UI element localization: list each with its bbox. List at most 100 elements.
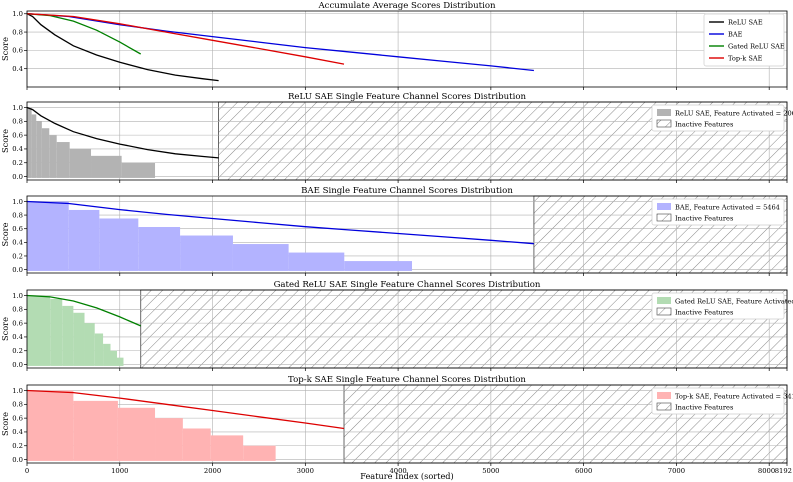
y-tick-label: 1.0 <box>12 104 23 112</box>
legend-box <box>703 13 785 67</box>
x-tick-label: 1000 <box>111 467 128 475</box>
x-tick-label: 5000 <box>482 467 499 475</box>
y-tick-label: 0.0 <box>12 266 23 274</box>
y-tick-label: 0.8 <box>12 306 23 314</box>
step-bar <box>116 357 124 366</box>
y-tick-label: 0.0 <box>12 456 23 464</box>
y-tick-label: 0.0 <box>12 173 23 181</box>
step-bar <box>73 400 118 461</box>
series-line-0 <box>26 13 219 82</box>
step-bar <box>50 298 63 366</box>
legend-label: Top-k SAE <box>728 54 763 62</box>
y-axis-label: Score <box>0 129 10 153</box>
plot-frame <box>26 384 788 464</box>
step-bar <box>27 107 32 178</box>
legend-box <box>651 104 785 132</box>
legend-swatch-inactive <box>656 213 672 222</box>
y-tick-label: 1.0 <box>12 10 23 18</box>
y-tick-label: 0.6 <box>12 414 23 422</box>
y-tick-label: 0.4 <box>12 333 23 341</box>
legend-label-active: Top-k SAE, Feature Activated = 3417 <box>675 392 793 400</box>
plot-frame <box>26 10 788 88</box>
plot-frame <box>26 101 788 181</box>
step-bar <box>69 148 92 178</box>
y-tick-label: 0.4 <box>12 428 23 436</box>
panel-title: BAE Single Feature Channel Scores Distri… <box>301 186 513 196</box>
legend-swatch-active <box>657 109 671 116</box>
score-line <box>26 106 219 159</box>
y-tick-label: 1.0 <box>12 292 23 300</box>
score-line <box>26 389 345 430</box>
legend-label: ReLU SAE <box>728 18 763 26</box>
x-tick-label: 2000 <box>204 467 221 475</box>
legend: ReLU SAE BAE Gated ReLU SAE Top-k SAE <box>703 13 785 67</box>
panel-2: BAE Single Feature Channel Scores Distri… <box>0 186 788 276</box>
legend-label-active: Gated ReLU SAE, Feature Activated = 1226 <box>675 297 793 305</box>
step-bar <box>27 390 74 461</box>
legend-label-inactive: Inactive Features <box>675 308 734 316</box>
y-tick-label: 1.0 <box>12 198 23 206</box>
y-axis-label: Score <box>0 317 10 341</box>
step-bar <box>243 445 276 461</box>
legend-swatch-active <box>657 203 671 210</box>
y-tick-label: 0.2 <box>12 347 23 355</box>
step-bar <box>232 244 289 271</box>
step-bar <box>62 305 74 366</box>
panel-title: Top-k SAE Single Feature Channel Scores … <box>288 375 526 385</box>
legend-box <box>651 292 785 320</box>
step-bar <box>344 261 413 271</box>
step-bar <box>41 128 50 178</box>
y-tick-label: 0.0 <box>12 361 23 369</box>
y-tick-label: 0.2 <box>12 159 23 167</box>
step-bar <box>288 252 345 271</box>
legend-swatch-active <box>657 392 671 399</box>
step-bar <box>36 121 42 178</box>
plot-frame <box>26 289 788 369</box>
legend-swatch-inactive <box>656 119 672 128</box>
step-bar <box>103 343 111 366</box>
y-tick-label: 0.4 <box>12 65 23 73</box>
step-bar <box>94 333 104 366</box>
panel-title: Gated ReLU SAE Single Feature Channel Sc… <box>274 280 541 290</box>
step-bar <box>155 418 183 461</box>
legend: BAE, Feature Activated = 5464 Inactive Fe… <box>651 198 785 226</box>
legend: Top-k SAE, Feature Activated = 3417 Inact… <box>651 387 793 415</box>
step-bar <box>27 295 51 366</box>
plot-frame <box>26 195 788 274</box>
y-tick-label: 0.6 <box>12 225 23 233</box>
x-tick-label: 0 <box>25 467 29 475</box>
step-bar <box>73 312 85 366</box>
y-tick-label: 0.6 <box>12 131 23 139</box>
step-bar <box>210 435 244 461</box>
y-tick-label: 0.2 <box>12 442 23 450</box>
panel-0: Accumulate Average Scores Distribution 0.… <box>0 1 788 90</box>
legend-swatch-inactive <box>656 402 672 411</box>
y-tick-label: 0.4 <box>12 145 23 153</box>
x-tick-label: 6000 <box>575 467 592 475</box>
legend-box <box>651 387 785 415</box>
y-axis-label: Score <box>0 222 10 246</box>
panel-title: ReLU SAE Single Feature Channel Scores D… <box>288 92 527 102</box>
y-tick-label: 0.6 <box>12 47 23 55</box>
y-tick-label: 0.8 <box>12 401 23 409</box>
legend-swatch-inactive <box>656 307 672 316</box>
step-bar <box>68 209 100 271</box>
legend-label-inactive: Inactive Features <box>675 403 734 411</box>
panel-title: Accumulate Average Scores Distribution <box>317 1 496 11</box>
panel-3: Gated ReLU SAE Single Feature Channel Sc… <box>0 280 793 371</box>
step-bar <box>180 235 233 271</box>
x-tick-label: 7000 <box>668 467 685 475</box>
step-bar <box>84 323 95 366</box>
y-tick-label: 0.2 <box>12 252 23 260</box>
series-line-1 <box>26 13 534 72</box>
step-bar <box>117 407 156 461</box>
legend: Gated ReLU SAE, Feature Activated = 1226… <box>651 292 793 320</box>
series-line-3 <box>26 13 345 65</box>
score-line <box>26 200 534 245</box>
step-bar <box>56 142 70 178</box>
legend-label-active: ReLU SAE, Feature Activated = 2065 <box>675 109 793 117</box>
step-bar <box>31 114 37 178</box>
x-tick-label: 8192 <box>775 467 792 475</box>
score-line <box>26 294 141 327</box>
